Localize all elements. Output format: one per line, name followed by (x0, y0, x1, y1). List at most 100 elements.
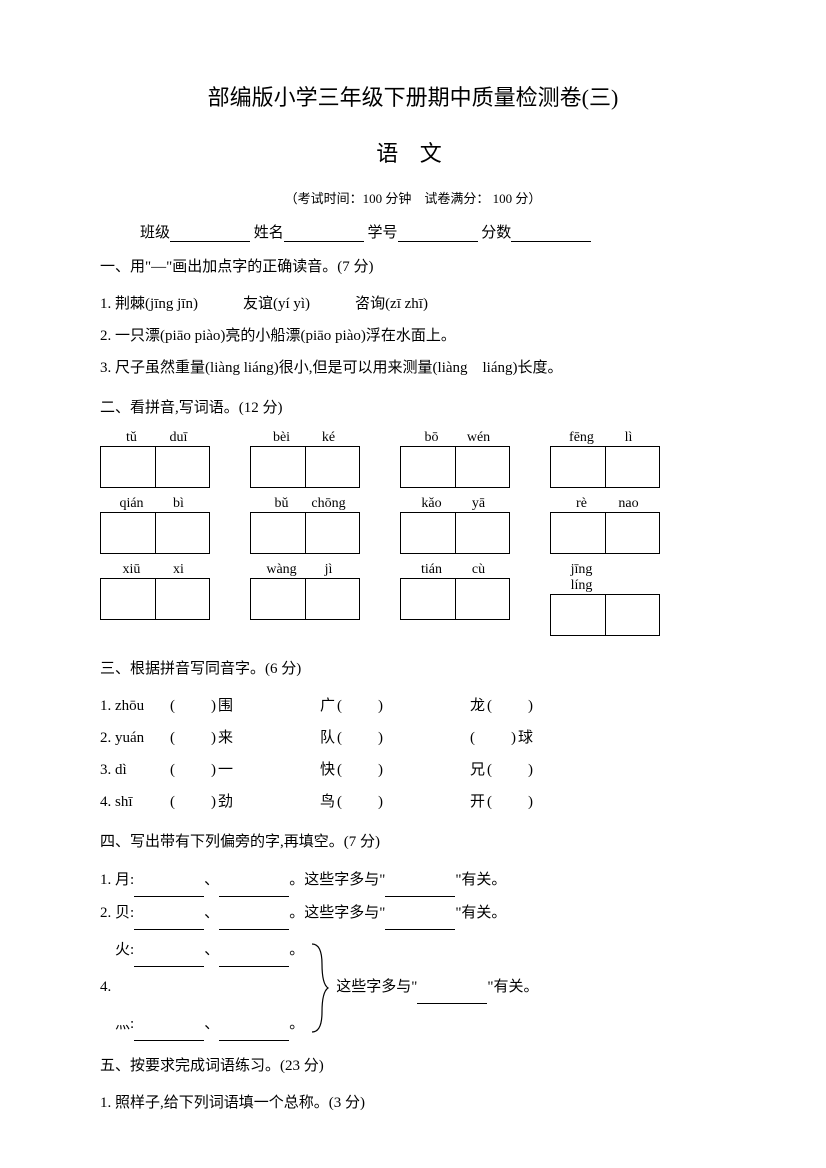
pinyin: chōng (305, 496, 352, 512)
blank[interactable] (219, 881, 289, 897)
section-5-head: 五、按要求完成词语练习。(23 分) (100, 1053, 726, 1080)
pinyin-cell: wàngjì (250, 562, 360, 636)
pinyin-row: qiánbì bǔchōng kǎoyā rènao (100, 496, 726, 554)
s3-row: 3. dì( )一快( )兄( ) (100, 755, 726, 785)
seg[interactable]: ( )围 (170, 691, 320, 721)
char-boxes[interactable] (100, 578, 210, 620)
label-score: 分数 (481, 225, 511, 241)
char-boxes[interactable] (550, 446, 660, 488)
char-boxes[interactable] (250, 446, 360, 488)
char-boxes[interactable] (550, 594, 660, 636)
text: (yí yì) (273, 296, 355, 312)
pinyin: duī (155, 430, 202, 446)
blank-class[interactable] (170, 226, 250, 242)
blank[interactable] (134, 914, 204, 930)
s3-row: 1. zhōu( )围广( )龙( ) (100, 691, 726, 721)
pinyin: jīng líng (558, 562, 605, 594)
char-boxes[interactable] (550, 512, 660, 554)
char-boxes[interactable] (250, 512, 360, 554)
blank-id[interactable] (398, 226, 478, 242)
dotted-char: 谊 (258, 296, 273, 312)
s4-fourdots-line: 灬:、。 (100, 1008, 304, 1041)
label: 2. 贝: (100, 905, 134, 921)
pinyin: bō (408, 430, 455, 446)
section-1-head: 一、用"—"画出加点字的正确读音。(7 分) (100, 254, 726, 281)
text: 询(zī zhī) (370, 296, 428, 312)
seg[interactable]: 鸟( ) (320, 787, 470, 817)
pinyin: wén (455, 430, 502, 446)
page-title: 部编版小学三年级下册期中质量检测卷(三) (100, 80, 726, 112)
char-boxes[interactable] (100, 446, 210, 488)
pinyin-row: xiūxi wàngjì tiáncù jīng líng (100, 562, 726, 636)
s4-brace-group: 火:、。 4. 灬:、。 这些字多与""有关。 (100, 934, 726, 1041)
dotted-char: 漂 (145, 328, 160, 344)
seg[interactable]: 龙( ) (470, 691, 620, 721)
blank-name[interactable] (284, 226, 364, 242)
pinyin: cù (455, 562, 502, 578)
text: "有关。 (455, 905, 506, 921)
text: (piāo piào)亮的小船 (160, 328, 285, 344)
pinyin-cell: bèiké (250, 430, 360, 488)
blank[interactable] (134, 1025, 204, 1041)
label-class: 班级 (140, 225, 170, 241)
seg[interactable]: ( )一 (170, 755, 320, 785)
label: 火: (115, 942, 134, 958)
char-boxes[interactable] (400, 578, 510, 620)
char-boxes[interactable] (250, 578, 360, 620)
section-2-head: 二、看拼音,写词语。(12 分) (100, 395, 726, 422)
s3-row: 4. shī( )劲鸟( )开( ) (100, 787, 726, 817)
s1-line3: 3. 尺子虽然重量(liàng liáng)很小,但是可以用来测量(liàng … (100, 353, 726, 383)
pinyin: qián (108, 496, 155, 512)
pinyin: bǔ (258, 496, 305, 512)
s4-line2: 2. 贝:、。这些字多与""有关。 (100, 897, 726, 930)
seg[interactable]: ( )劲 (170, 787, 320, 817)
row-num: 3. dì (100, 755, 170, 785)
pinyin: ké (305, 430, 352, 446)
char-boxes[interactable] (400, 446, 510, 488)
s1-line1: 1. 荆棘(jīng jīn) 友谊(yí yì) 咨询(zī zhī) (100, 289, 726, 319)
pinyin-cell: rènao (550, 496, 660, 554)
s4-num4: 4. (100, 971, 304, 1004)
char-boxes[interactable] (100, 512, 210, 554)
text: 。这些字多与" (289, 905, 385, 921)
section-4-head: 四、写出带有下列偏旁的字,再填空。(7 分) (100, 829, 726, 856)
student-info-line: 班级 姓名 学号 分数 (100, 221, 726, 242)
dotted-char: 咨 (355, 296, 370, 312)
pinyin: tián (408, 562, 455, 578)
section-3-head: 三、根据拼音写同音字。(6 分) (100, 656, 726, 683)
blank[interactable] (134, 881, 204, 897)
text: "有关。 (487, 979, 538, 995)
pinyin-cell: kǎoyā (400, 496, 510, 554)
blank[interactable] (219, 1025, 289, 1041)
blank[interactable] (134, 951, 204, 967)
pinyin: xi (155, 562, 202, 578)
char-boxes[interactable] (400, 512, 510, 554)
blank[interactable] (385, 881, 455, 897)
label-name: 姓名 (254, 225, 284, 241)
blank[interactable] (385, 914, 455, 930)
pinyin: lì (605, 430, 652, 446)
dotted-char: 量 (418, 360, 433, 376)
pinyin: wàng (258, 562, 305, 578)
text: 。这些字多与" (289, 872, 385, 888)
blank[interactable] (417, 988, 487, 1004)
text: 这些字多与" (336, 979, 417, 995)
seg[interactable]: 开( ) (470, 787, 620, 817)
pinyin-cell: jīng líng (550, 562, 660, 636)
blank[interactable] (219, 951, 289, 967)
label: 灬: (115, 1016, 134, 1032)
blank-score[interactable] (511, 226, 591, 242)
seg[interactable]: ( )来 (170, 723, 320, 753)
pinyin (605, 562, 652, 594)
blank[interactable] (219, 914, 289, 930)
text: (liàng liáng)长度。 (433, 360, 563, 376)
seg[interactable]: 广( ) (320, 691, 470, 721)
text: (piāo piào)浮在水面上。 (300, 328, 455, 344)
seg[interactable]: 队( ) (320, 723, 470, 753)
seg[interactable]: ( )球 (470, 723, 620, 753)
seg[interactable]: 兄( ) (470, 755, 620, 785)
pinyin-cell: fēnglì (550, 430, 660, 488)
text: (jīng jīn) 友 (145, 296, 258, 312)
text: (liàng liáng)很小,但是可以用来测 (205, 360, 417, 376)
seg[interactable]: 快( ) (320, 755, 470, 785)
